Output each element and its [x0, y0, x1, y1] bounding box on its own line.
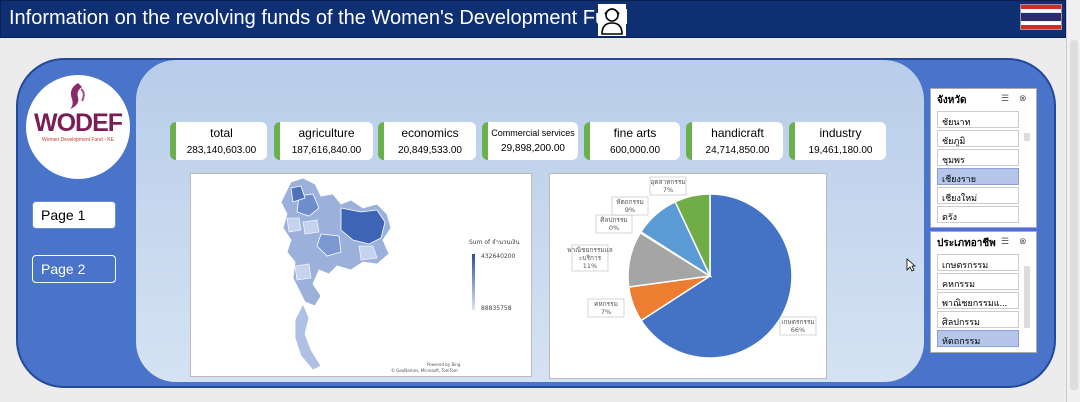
card-commercial-services: Commercial services 29,898,200.00: [482, 122, 578, 160]
card-label: total: [210, 126, 233, 140]
clear-filter-icon[interactable]: ⊗: [1019, 236, 1027, 246]
pie-category-label: เกษตรกรรม: [781, 318, 814, 326]
pie-percent-label: 7%: [663, 186, 673, 194]
card-label: fine arts: [613, 126, 657, 140]
wodef-logo: WODEF Women Development Fund - KE: [26, 75, 130, 179]
pie-category-label: คหกรรม: [594, 300, 618, 308]
card-industry: industry 19,461,180.00: [789, 122, 886, 160]
pie-percent-label: 7%: [601, 308, 611, 316]
occupation-item[interactable]: ศิลปกรรม: [937, 311, 1019, 328]
occupation-slicer-title: ประเภทอาชีพ: [937, 238, 996, 249]
map-legend-max: 432640200: [481, 253, 516, 260]
pie-percent-label: 11%: [583, 262, 597, 270]
pie-percent-label: 0%: [609, 224, 619, 232]
map-legend-title: Sum of จำนวนเงิน: [469, 239, 520, 246]
card-agriculture: agriculture 187,616,840.00: [274, 122, 373, 160]
occupation-pie-panel[interactable]: เกษตรกรรม 66% คหกรรม 7% พาณิชยกรรมแล ะบริการ 1…: [549, 173, 827, 379]
card-value: 29,898,200.00: [501, 143, 565, 154]
pie-category-label: หัตถกรรม: [616, 198, 644, 206]
card-value: 187,616,840.00: [291, 145, 362, 156]
vertical-scrollbar[interactable]: [1066, 0, 1080, 402]
page-title: Information on the revolving funds of th…: [9, 7, 629, 29]
card-total: total 283,140,603.00: [170, 122, 267, 160]
clear-filter-icon[interactable]: ⊗: [1019, 93, 1027, 103]
multi-select-icon[interactable]: ☰: [1001, 236, 1010, 246]
province-item[interactable]: ตรัง: [937, 206, 1019, 223]
map-powered-by: Powered by Bing: [427, 362, 461, 367]
thailand-map-panel[interactable]: Sum of จำนวนเงิน 432640200 88835758 Powe…: [190, 173, 532, 377]
pie-category-label: ะบริการ: [579, 254, 602, 262]
pie-percent-label: 66%: [791, 326, 805, 334]
pie-category-label: อุตสาหกรรม: [650, 178, 685, 186]
occupation-item-selected[interactable]: หัตถกรรม: [937, 330, 1019, 347]
pie-slice[interactable]: [674, 193, 711, 277]
occupation-slicer: ประเภทอาชีพ ☰ ⊗ เกษตรกรรม คหกรรม พาณิชยก…: [930, 231, 1037, 353]
occupation-item[interactable]: คหกรรม: [937, 273, 1019, 290]
pie-category-label: ศิลปกรรม: [600, 216, 627, 224]
province-item[interactable]: ชัยภูมิ: [937, 130, 1019, 147]
province-item[interactable]: ชุมพร: [937, 149, 1019, 166]
card-value: 19,461,180.00: [808, 145, 873, 156]
card-value: 283,140,603.00: [186, 145, 257, 156]
mouse-cursor-icon: [906, 258, 916, 272]
province-item[interactable]: ชัยนาท: [937, 111, 1019, 128]
card-handicraft: handicraft 24,714,850.00: [686, 122, 783, 160]
logo-text: WODEF: [33, 109, 123, 137]
card-value: 600,000.00: [609, 145, 661, 156]
card-label: Commercial services: [491, 128, 575, 138]
multi-select-icon[interactable]: ☰: [1001, 93, 1010, 103]
card-value: 24,714,850.00: [705, 145, 770, 156]
card-label: economics: [401, 126, 459, 140]
card-value: 20,849,533.00: [398, 145, 462, 156]
logo-mark-icon: [70, 83, 85, 109]
province-slicer: จังหวัด ☰ ⊗ ชัยนาท ชัยภูมิ ชุมพร เชียงรา…: [930, 88, 1037, 228]
map-legend-min: 88835758: [481, 305, 512, 312]
occupation-item[interactable]: พาณิชยกรรมแ...: [937, 292, 1019, 309]
province-slicer-title: จังหวัด: [937, 95, 967, 106]
province-scrollbar[interactable]: [1024, 133, 1030, 141]
header-bar: Information on the revolving funds of th…: [0, 0, 1066, 38]
card-label: agriculture: [298, 126, 355, 140]
occupation-item[interactable]: เกษตรกรรม: [937, 254, 1019, 271]
woman-icon: [598, 4, 626, 36]
page-2-button[interactable]: Page 2: [32, 255, 116, 283]
pie-category-label: พาณิชยกรรมแล: [567, 246, 613, 254]
thailand-map: Sum of จำนวนเงิน 432640200 88835758 Powe…: [280, 177, 520, 373]
occupation-pie-chart: เกษตรกรรม66%คหกรรม7%พาณิชยกรรมและบริการ1…: [567, 176, 817, 359]
card-fine-arts: fine arts 600,000.00: [584, 122, 680, 160]
pie-slice[interactable]: [640, 193, 793, 359]
page-1-button[interactable]: Page 1: [32, 201, 116, 229]
province-item[interactable]: เชียงใหม่: [937, 187, 1019, 204]
card-label: handicraft: [711, 126, 764, 140]
card-economics: economics 20,849,533.00: [378, 122, 476, 160]
thai-flag-icon: [1020, 4, 1062, 30]
map-legend-bar: [472, 254, 475, 310]
occupation-scrollbar[interactable]: [1024, 266, 1030, 328]
card-label: industry: [819, 126, 862, 140]
map-credits: © GeoNames, Microsoft, TomTom: [391, 368, 458, 373]
logo-subtitle: Women Development Fund - KE: [42, 137, 114, 143]
pie-percent-label: 9%: [625, 206, 635, 214]
province-item-selected[interactable]: เชียงราย: [937, 168, 1019, 185]
